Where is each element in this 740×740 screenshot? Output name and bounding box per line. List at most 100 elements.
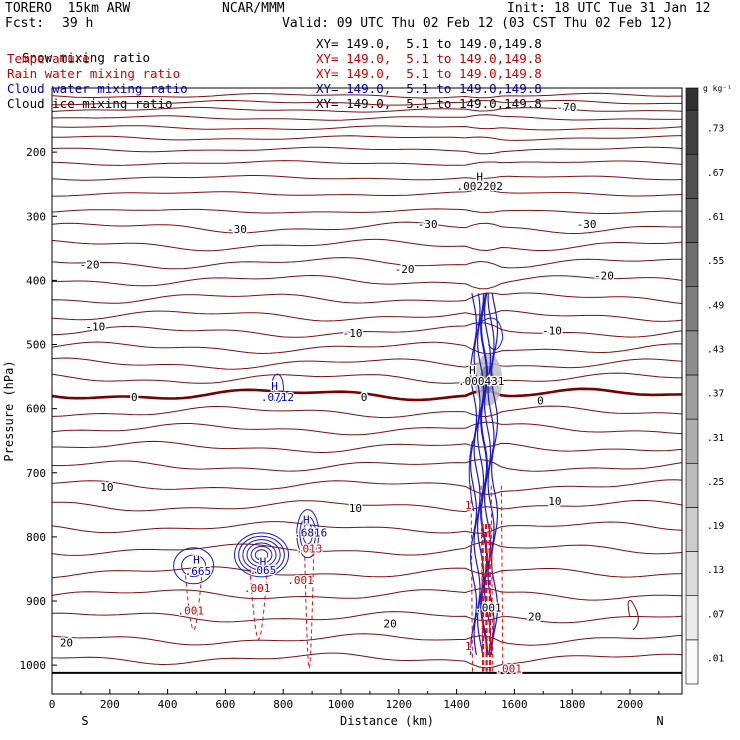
colorbar-tick-label: .01 <box>707 654 724 665</box>
y-tick-label: 700 <box>26 467 46 480</box>
colorbar-tick-label: .31 <box>707 433 724 444</box>
colorbar-swatch <box>685 242 699 287</box>
contour-annotation: .0712 <box>261 391 294 404</box>
temperature-contour-label: -20 <box>80 258 100 271</box>
center-title: NCAR/MMM <box>222 1 285 16</box>
contour-annotation: .013 <box>296 542 323 555</box>
cloud-water-column <box>483 293 492 655</box>
temperature-contour-label: -10 <box>343 327 363 340</box>
temperature-contour-label: -30 <box>577 218 597 231</box>
temperature-contour-line <box>52 440 682 454</box>
temperature-contour-line <box>52 341 682 355</box>
colorbar-swatch <box>685 153 699 199</box>
legend-rain: Rain water mixing ratio <box>7 66 181 81</box>
contour-annotation: .665 <box>185 565 212 578</box>
colorbar-swatch <box>685 330 699 376</box>
contour-annotation: .000431 <box>458 375 504 388</box>
temperature-contour-line <box>52 135 682 141</box>
temperature-contour-line <box>52 566 682 579</box>
contour-annotation: H <box>193 553 200 566</box>
temperature-contour-line <box>52 479 682 495</box>
temperature-contour-label: -30 <box>227 223 247 236</box>
temperature-contour-label: 20 <box>383 617 396 630</box>
cloud-water-contour <box>242 539 281 571</box>
colorbar-swatch <box>685 374 699 420</box>
colorbar-swatch <box>685 418 699 464</box>
legend-snow-range: XY= 149.0, 5.1 to 149.0,149.8 <box>316 36 542 51</box>
cloud-water-contour <box>250 545 273 564</box>
temperature-contour-label: 10 <box>548 495 561 508</box>
rain-contour <box>304 549 315 669</box>
model-title: TORERO 15km ARW <box>5 1 131 16</box>
legend-rain-range: XY= 149.0, 5.1 to 149.0,149.8 <box>316 66 542 81</box>
temperature-contour-line <box>52 322 682 338</box>
x-tick-label: 800 <box>273 698 293 711</box>
colorbar-unit-label: g kg⁻¹ <box>703 84 732 93</box>
temperature-contour-line <box>627 600 639 631</box>
x-end-label-south: S <box>81 714 88 728</box>
legend-snow: Snow mixing ratio <box>7 37 150 65</box>
rain-contour <box>470 485 473 672</box>
x-tick-label: 1800 <box>559 698 586 711</box>
contour-annotation: H <box>469 364 476 377</box>
temperature-contour-label: -30 <box>418 218 438 231</box>
y-tick-label: 500 <box>26 339 46 352</box>
colorbar-tick-label: .43 <box>707 344 724 355</box>
y-tick-label: 1000 <box>20 659 47 672</box>
contour-annotation: .6816 <box>294 526 327 539</box>
y-axis-label: Pressure (hPa) <box>2 360 16 461</box>
contour-annotation: .001 <box>495 662 522 675</box>
colorbar-swatch <box>685 286 699 332</box>
temperature-contour-label: 10 <box>349 502 362 515</box>
temperature-contour-label: 0 <box>131 391 138 404</box>
contour-annotation: .001 <box>244 582 271 595</box>
x-end-label-north: N <box>656 714 663 728</box>
legend-temperature-range: XY= 149.0, 5.1 to 149.0,149.8 <box>316 51 542 66</box>
temperature-contour-line <box>52 372 682 386</box>
temperature-contour-line <box>52 106 682 113</box>
temperature-contour-line <box>52 175 682 181</box>
cloud-water-column <box>473 293 481 655</box>
temperature-contour-line <box>52 499 682 513</box>
colorbar-tick-label: .55 <box>707 256 724 267</box>
cloud-water-contour <box>246 542 277 568</box>
temperature-contour-line <box>52 189 682 197</box>
temperature-contour-line <box>52 310 682 322</box>
temperature-contour-line <box>52 114 682 121</box>
x-tick-label: 1000 <box>328 698 355 711</box>
temperature-contour-line <box>52 160 682 166</box>
init-time: Init: 18 UTC Tue 31 Jan 12 <box>507 1 711 16</box>
x-tick-label: 2000 <box>617 698 644 711</box>
temperature-contour-line <box>52 292 682 304</box>
legend-ice-range: XY= 149.0, 5.1 to 149.0,149.8 <box>316 96 542 111</box>
temperature-contour-line <box>52 588 682 601</box>
colorbar-tick-label: .19 <box>707 521 724 532</box>
temperature-contour-line <box>52 611 682 624</box>
temperature-contour-label: -10 <box>85 321 105 334</box>
temperature-contour-line <box>52 208 682 214</box>
colorbar-tick-label: .73 <box>707 124 724 135</box>
temperature-contour-line <box>52 99 682 106</box>
cloud-water-contour <box>254 549 269 561</box>
y-tick-label: 200 <box>26 146 46 159</box>
temperature-contour-label: -10 <box>542 324 562 337</box>
temperature-contour-line <box>52 458 682 472</box>
temperature-contour-line <box>52 257 682 270</box>
temperature-contour-line <box>52 521 682 534</box>
temperature-contour-line <box>52 146 682 155</box>
forecast-label: Fcst: <box>5 16 45 31</box>
temperature-contour-label: 20 <box>60 637 73 650</box>
contour-annotation: .065 <box>250 564 277 577</box>
forecast-hours: 39 h <box>62 16 94 31</box>
x-tick-label: 200 <box>100 698 120 711</box>
colorbar-swatch <box>685 639 699 685</box>
cloud-water-contour <box>302 522 313 545</box>
cloud-water-contour <box>296 509 320 559</box>
colorbar-tick-label: .67 <box>707 168 724 179</box>
temperature-contour-label: -70 <box>556 101 576 114</box>
cloud-water-contour <box>299 516 317 552</box>
temperature-contour-label: 0 <box>361 391 368 404</box>
rain-contour <box>500 485 504 672</box>
temperature-contour-line <box>52 633 682 646</box>
contour-annotation: .002202 <box>457 180 503 193</box>
